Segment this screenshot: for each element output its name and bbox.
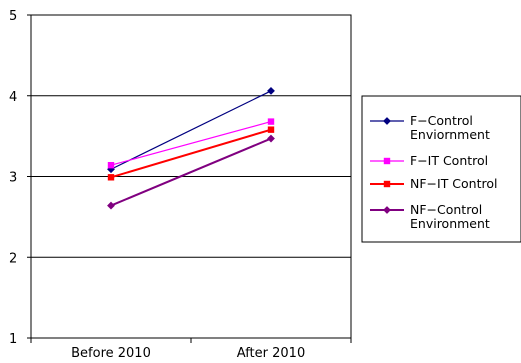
legend-label-1-0: F−IT Control	[410, 153, 488, 168]
grid-lines	[31, 95, 351, 258]
series-group	[107, 86, 275, 210]
y-axis-ticks: 1 2 3 4 5	[9, 9, 31, 347]
x-tick-label-1: After 2010	[237, 346, 305, 361]
y-tick-label-3: 3	[9, 171, 17, 186]
series-line-0	[110, 90, 272, 170]
series-line-1	[110, 121, 272, 166]
legend-swatch-marker-2	[383, 180, 391, 188]
series-3-point-1	[267, 134, 275, 143]
y-tick-label-1: 1	[9, 332, 17, 347]
series-1-point-0	[107, 161, 115, 169]
legend-swatch-marker-1	[383, 157, 391, 165]
series-2-point-0	[107, 174, 115, 181]
y-tick-label-4: 4	[9, 90, 17, 105]
series-3-point-0	[107, 201, 115, 210]
x-tick-label-0: Before 2010	[71, 346, 151, 361]
legend-label-0-0: F−Control	[410, 113, 473, 128]
series-1-point-1	[267, 118, 275, 125]
y-tick-label-5: 5	[9, 9, 17, 24]
legend-label-2-0: NF−IT Control	[410, 176, 498, 191]
legend-swatch-marker-3	[383, 206, 391, 214]
legend-swatch-marker-0	[383, 117, 391, 125]
legend-label-0-1: Enviornment	[410, 127, 490, 142]
x-axis-ticks: Before 2010 After 2010	[30, 338, 352, 361]
series-line-3	[110, 137, 272, 207]
legend-label-3-0: NF−Control	[410, 202, 482, 217]
series-2-point-1	[267, 126, 275, 133]
legend-label-3-1: Environment	[410, 216, 490, 231]
series-0-point-1	[267, 86, 275, 95]
series-line-2	[110, 128, 272, 179]
y-tick-label-2: 2	[9, 251, 17, 266]
